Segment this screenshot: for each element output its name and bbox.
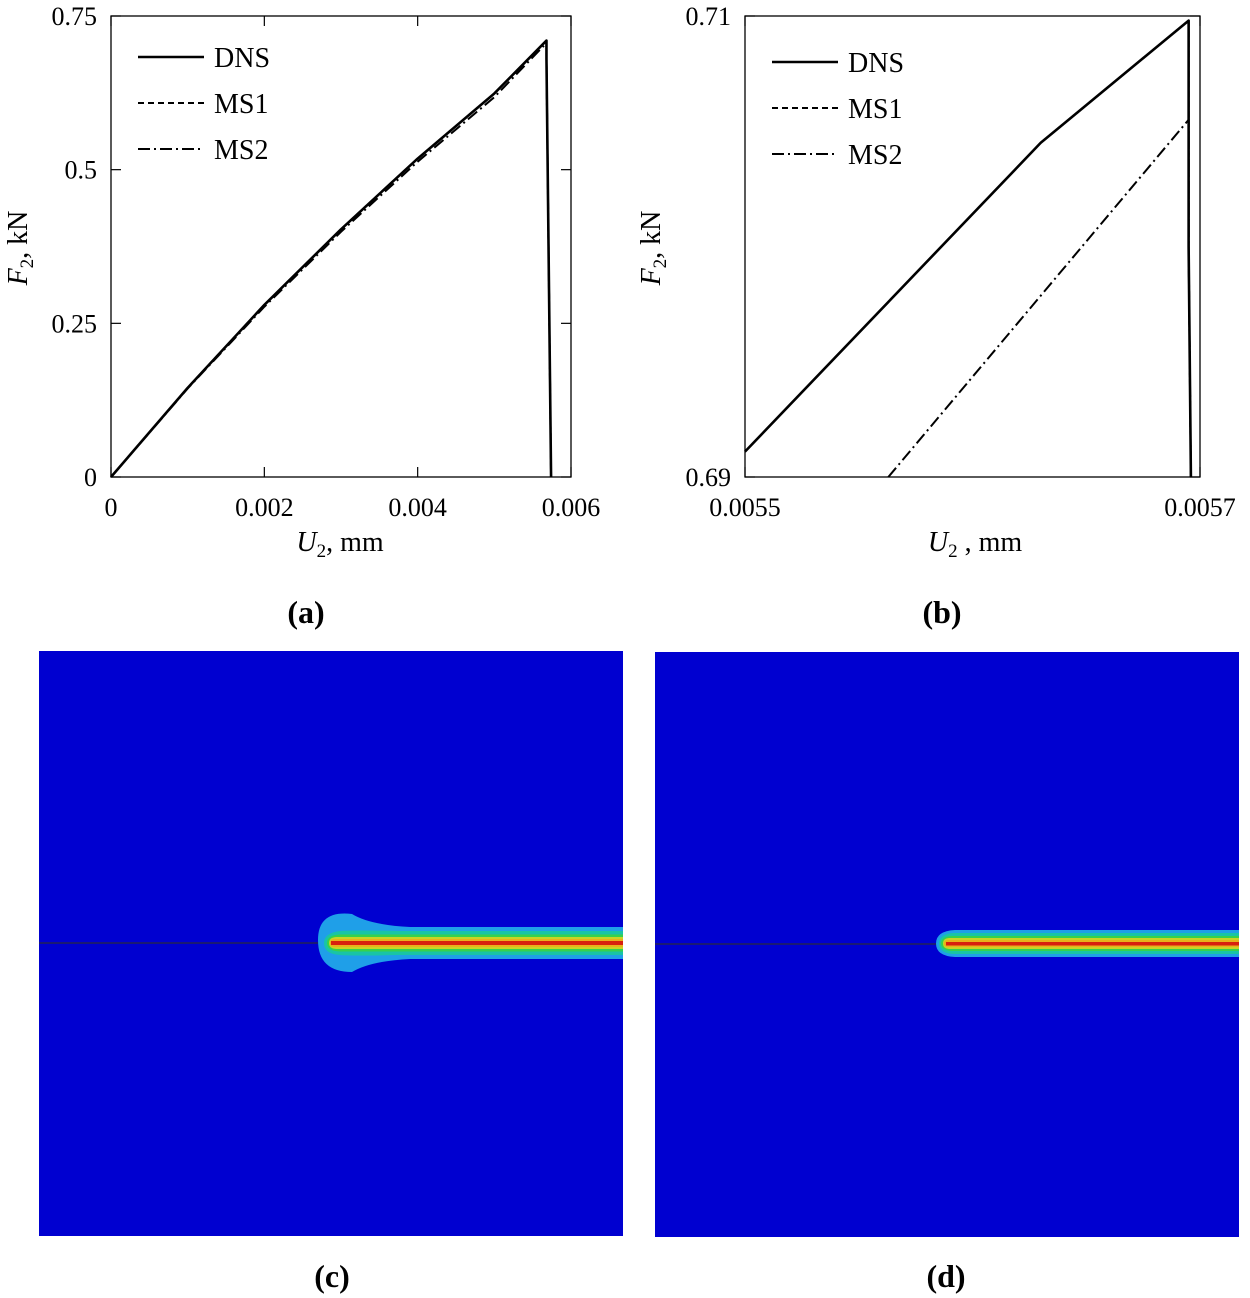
tick-marks-b	[744, 15, 1201, 478]
legend-label-ms2-a: MS2	[214, 135, 268, 166]
y-tick-label: 0.25	[52, 309, 98, 338]
series-line-ms1	[744, 19, 1192, 478]
x-axis-label-a: U2, mm	[296, 527, 384, 562]
y-tick-label: 0.69	[686, 463, 732, 492]
tick-labels-a: 0 0.002 0.004 0.006 0 0.25 0.5 0.75	[52, 2, 601, 522]
panel-label-d: (d)	[926, 1258, 965, 1294]
damage-core-d	[946, 942, 1239, 946]
legend-label-ms1-a: MS1	[214, 89, 268, 120]
panel-label-c: (c)	[314, 1258, 350, 1294]
tick-marks-a	[110, 15, 572, 478]
field-plot-c	[39, 651, 623, 1236]
legend-b: DNS MS1 MS2	[772, 48, 904, 171]
chart-b: 0.0055 0.0057 0.69 0.71 DNS MS1 MS2 U2 , mm…	[636, 2, 1236, 562]
series-line-ms2	[110, 42, 553, 478]
legend-label-ms2-b: MS2	[848, 140, 902, 171]
tick-labels-b: 0.0055 0.0057 0.69 0.71	[686, 2, 1236, 522]
series-group-a	[110, 39, 553, 478]
y-tick-label: 0.75	[52, 2, 98, 31]
series-group-b	[744, 19, 1193, 478]
x-tick-label: 0.004	[388, 493, 447, 522]
x-tick-label: 0	[105, 493, 118, 522]
y-tick-label: 0.5	[65, 156, 98, 185]
legend-label-dns-b: DNS	[848, 48, 904, 79]
legend-a: DNS MS1 MS2	[138, 43, 270, 166]
series-line-ms2	[887, 118, 1192, 478]
panel-label-b: (b)	[922, 594, 961, 630]
legend-label-ms1-b: MS1	[848, 94, 902, 125]
y-axis-label-a: F2, kN	[3, 211, 38, 287]
y-tick-label: 0.71	[686, 2, 732, 31]
x-tick-label: 0.006	[542, 493, 601, 522]
series-line-dns	[110, 39, 553, 478]
x-axis-label-b: U2 , mm	[928, 527, 1023, 562]
plot-frame-b	[744, 15, 1201, 478]
x-tick-label: 0.0055	[709, 493, 781, 522]
chart-a: 0 0.002 0.004 0.006 0 0.25 0.5 0.75 DNS MS1 MS2…	[3, 2, 600, 562]
damage-core-c	[331, 941, 623, 945]
legend-label-dns-a: DNS	[214, 43, 270, 74]
field-plot-d	[655, 652, 1239, 1237]
series-line-ms1	[110, 39, 553, 478]
x-tick-label: 0.002	[235, 493, 294, 522]
plot-frame-a	[110, 15, 572, 478]
y-tick-label: 0	[84, 463, 97, 492]
panel-label-a: (a)	[287, 594, 324, 630]
y-axis-label-b: F2, kN	[636, 211, 671, 287]
series-line-dns	[744, 19, 1193, 478]
x-tick-label: 0.0057	[1164, 493, 1236, 522]
